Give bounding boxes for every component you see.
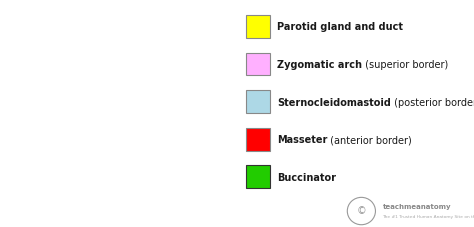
Text: teachmeanatomy: teachmeanatomy	[383, 203, 451, 209]
Text: The #1 Trusted Human Anatomy Site on the Web: The #1 Trusted Human Anatomy Site on the…	[383, 214, 474, 218]
FancyBboxPatch shape	[246, 53, 270, 76]
FancyBboxPatch shape	[246, 128, 270, 151]
Text: Parotid gland and duct: Parotid gland and duct	[277, 22, 403, 32]
Text: (anterior border): (anterior border)	[327, 135, 412, 145]
Text: (superior border): (superior border)	[362, 60, 448, 70]
Text: ©: ©	[356, 206, 366, 216]
Text: Buccinator: Buccinator	[277, 172, 336, 182]
Text: Sternocleidomastoid: Sternocleidomastoid	[277, 97, 391, 107]
FancyBboxPatch shape	[246, 166, 270, 188]
Text: (posterior border): (posterior border)	[391, 97, 474, 107]
Text: Masseter: Masseter	[277, 135, 327, 145]
Text: Zygomatic arch: Zygomatic arch	[277, 60, 362, 70]
FancyBboxPatch shape	[246, 91, 270, 114]
FancyBboxPatch shape	[246, 16, 270, 39]
